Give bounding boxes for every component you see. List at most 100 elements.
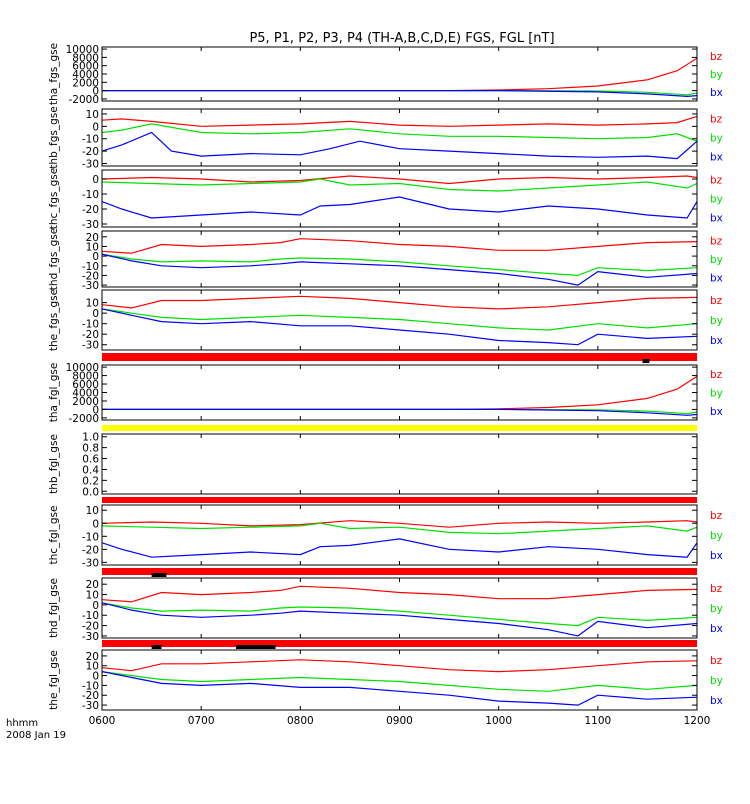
status-bar-3 bbox=[102, 568, 697, 575]
status-bar-4 bbox=[102, 640, 697, 647]
ytick-label: -20 bbox=[82, 146, 99, 158]
ytick-label: -10 bbox=[82, 610, 99, 622]
panel-1: 100-10-20-30 thb_fgs_gse bz by bx bbox=[48, 106, 723, 170]
status-bar-1 bbox=[102, 425, 697, 431]
series-line-bz-5 bbox=[102, 375, 697, 410]
ytick-label: 0 bbox=[92, 86, 99, 98]
legend-bx-3: bx bbox=[710, 273, 723, 285]
ylabel: tha_fgs_gse bbox=[48, 43, 60, 105]
ytick-label: 0.0 bbox=[82, 486, 99, 498]
series-line-bz-0 bbox=[102, 57, 697, 92]
series-line-bz-7 bbox=[102, 520, 697, 528]
ytick-label: -30 bbox=[82, 631, 99, 643]
ytick-label: 20 bbox=[86, 232, 99, 244]
series-line-bz-9 bbox=[102, 659, 697, 673]
panel-frame-9 bbox=[101, 649, 698, 711]
ytick-label: 0 bbox=[92, 174, 99, 186]
ytick-label: 10 bbox=[86, 590, 99, 602]
ytick-label: 1.0 bbox=[82, 432, 99, 444]
ytick-label: 0 bbox=[92, 404, 99, 416]
legend-bz-8: bz bbox=[710, 583, 723, 595]
legend-bx-4: bx bbox=[710, 335, 723, 347]
xtick-label: 1000 bbox=[485, 715, 512, 727]
ytick-label: -10 bbox=[82, 189, 99, 201]
ytick-label: 10 bbox=[86, 241, 99, 253]
ytick-label: 0 bbox=[92, 518, 99, 530]
status-segment bbox=[151, 645, 162, 649]
legend-by-2: by bbox=[710, 194, 723, 206]
legend-bz-4: bz bbox=[710, 295, 723, 307]
ytick-label: -20 bbox=[82, 329, 99, 341]
ytick-label: 2000 bbox=[72, 396, 99, 408]
ytick-label: -20 bbox=[82, 544, 99, 556]
ytick-label: -20 bbox=[82, 270, 99, 282]
ytick-label: 4000 bbox=[72, 388, 99, 400]
ytick-label: 10 bbox=[86, 505, 99, 517]
ytick-label: -10 bbox=[82, 319, 99, 331]
ytick-label: 10 bbox=[86, 661, 99, 673]
panel-frame-5 bbox=[101, 364, 698, 421]
ytick-label: -10 bbox=[82, 531, 99, 543]
panel-4: 100-10-20-30 the_fgs_gse bz by bx bbox=[48, 289, 723, 352]
ytick-label: 6000 bbox=[72, 379, 99, 391]
legend-bz-0: bz bbox=[710, 51, 723, 63]
legend-by-7: by bbox=[710, 530, 723, 542]
legend-bx-7: bx bbox=[710, 550, 723, 562]
series-line-bz-4 bbox=[102, 295, 697, 310]
ytick-label: 20 bbox=[86, 651, 99, 663]
panel-7: 100-10-20-30 thc_fgl_gse bz by bx bbox=[48, 504, 723, 569]
legend-by-1: by bbox=[710, 133, 723, 145]
ytick-label: 0.8 bbox=[82, 443, 99, 455]
ylabel: the_fgs_gse bbox=[48, 289, 60, 351]
ylabel: thd_fgs_gse bbox=[48, 228, 60, 290]
ytick-label: -20 bbox=[82, 204, 99, 216]
ytick-label: 0 bbox=[92, 671, 99, 683]
legend-bz-3: bz bbox=[710, 235, 723, 247]
series-line-bx-5 bbox=[102, 408, 697, 416]
ylabel: thb_fgl_gse bbox=[48, 434, 60, 494]
xtick-label: 0800 bbox=[287, 715, 314, 727]
legend-by-0: by bbox=[710, 69, 723, 81]
legend-bx-5: bx bbox=[710, 406, 723, 418]
ytick-label: 10 bbox=[86, 109, 99, 121]
ytick-label: -10 bbox=[82, 261, 99, 273]
series-line-bz-3 bbox=[102, 238, 697, 254]
series-line-bz-8 bbox=[102, 585, 697, 603]
series-line-bz-2 bbox=[102, 175, 697, 185]
status-segment bbox=[642, 359, 650, 363]
ytick-label: 0 bbox=[92, 121, 99, 133]
legend-bx-9: bx bbox=[710, 695, 723, 707]
series-line-by-9 bbox=[102, 671, 697, 692]
ytick-label: 6000 bbox=[72, 61, 99, 73]
ytick-label: 0 bbox=[92, 308, 99, 320]
series-line-bx-0 bbox=[102, 89, 697, 98]
series-line-bx-8 bbox=[102, 602, 697, 637]
ytick-label: 0.6 bbox=[82, 454, 99, 466]
ytick-label: 0.4 bbox=[82, 464, 99, 476]
ytick-label: 8000 bbox=[72, 371, 99, 383]
legend-bz-9: bz bbox=[710, 655, 723, 667]
ylabel: tha_fgl_gse bbox=[48, 363, 60, 423]
ytick-label: 8000 bbox=[72, 52, 99, 64]
status-segment bbox=[235, 645, 276, 649]
time-axis-label-date: 2008 Jan 19 bbox=[6, 730, 66, 741]
ytick-label: -20 bbox=[82, 621, 99, 633]
ytick-label: 10000 bbox=[66, 44, 99, 56]
series-line-by-4 bbox=[102, 308, 697, 331]
ytick-label: 10000 bbox=[66, 362, 99, 374]
ytick-label: -10 bbox=[82, 680, 99, 692]
status-bar-2 bbox=[102, 497, 697, 503]
status-bar-0 bbox=[102, 353, 697, 361]
ytick-label: -30 bbox=[82, 280, 99, 292]
series-line-bz-1 bbox=[102, 115, 697, 127]
legend-bz-7: bz bbox=[710, 510, 723, 522]
ytick-label: -20 bbox=[82, 690, 99, 702]
legend-bx-8: bx bbox=[710, 623, 723, 635]
